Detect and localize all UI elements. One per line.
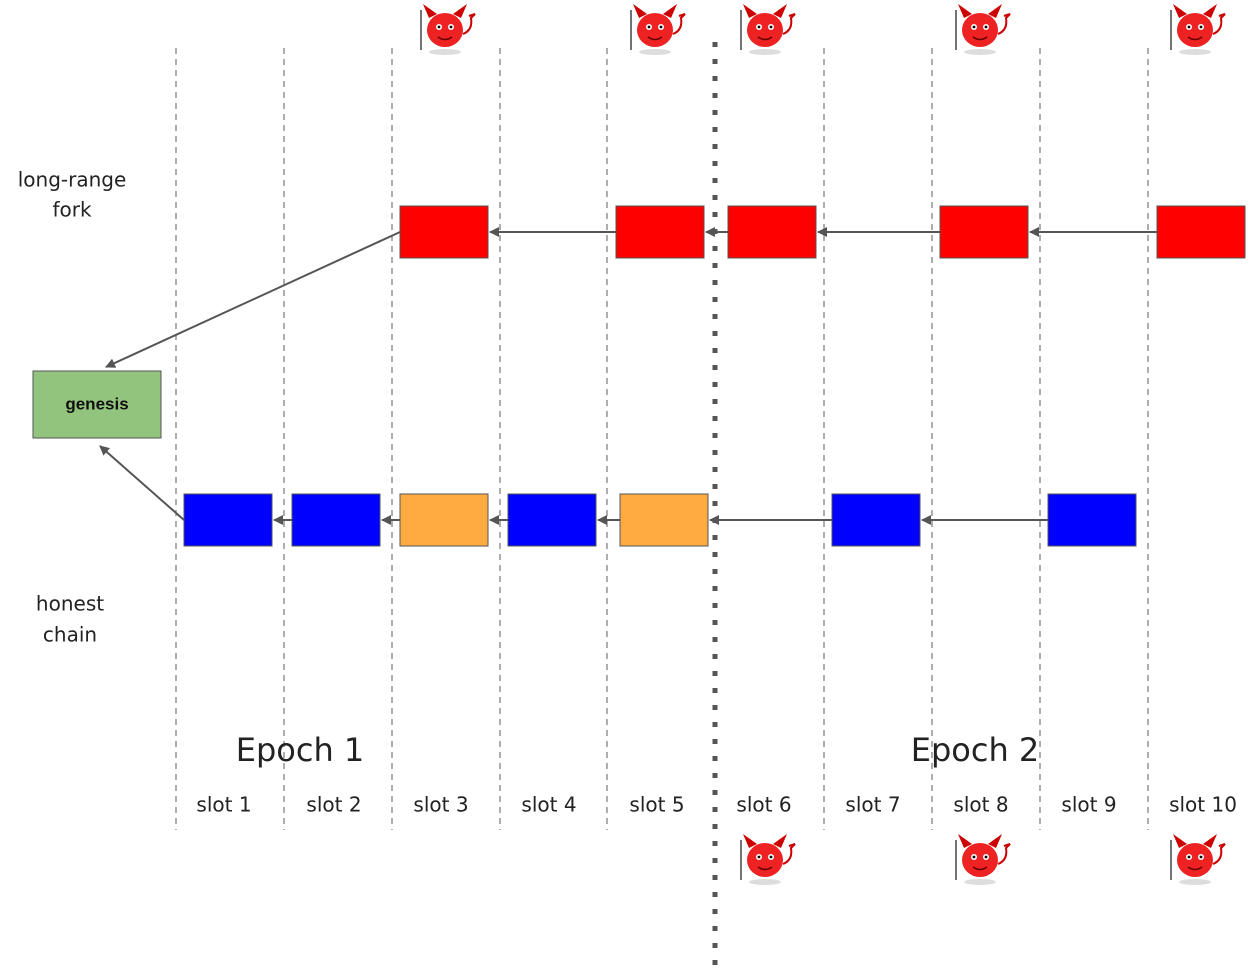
- slot-label: slot 9: [1061, 793, 1116, 817]
- devil-icon: [631, 4, 685, 55]
- block: [616, 206, 704, 258]
- slot-label: slot 6: [736, 793, 791, 817]
- devil-icon: [1171, 834, 1225, 885]
- block: [292, 494, 380, 546]
- devil-icon: [741, 834, 795, 885]
- slot-label: slot 7: [845, 793, 900, 817]
- devil-icon: [741, 4, 795, 55]
- diagram: genesis long-range fork honest chain Epo…: [0, 0, 1250, 969]
- devil-icon: [956, 4, 1010, 55]
- genesis-label: genesis: [65, 394, 128, 413]
- devil-icon: [421, 4, 475, 55]
- slot-label: slot 5: [629, 793, 684, 817]
- fork-label: long-range: [18, 168, 127, 192]
- block: [400, 206, 488, 258]
- devils: [421, 4, 1225, 885]
- block: [400, 494, 488, 546]
- slot-label: slot 3: [413, 793, 468, 817]
- devil-icon: [956, 834, 1010, 885]
- block: [1048, 494, 1136, 546]
- slot-lines: [176, 48, 1148, 830]
- fork-label: fork: [52, 198, 92, 222]
- epoch-label: Epoch 1: [236, 731, 365, 769]
- slot-label: slot 8: [953, 793, 1008, 817]
- slot-label: slot 10: [1169, 793, 1237, 817]
- arrow: [106, 232, 400, 367]
- blocks: [100, 206, 1245, 546]
- slot-labels: slot 1 slot 2 slot 3 slot 4 slot 5 slot 6 slot…: [196, 793, 1237, 817]
- honest-label: chain: [43, 623, 97, 647]
- devil-icon: [1171, 4, 1225, 55]
- epoch-label: Epoch 2: [911, 731, 1040, 769]
- arrow: [100, 446, 184, 520]
- honest-label: honest: [36, 592, 104, 616]
- block: [728, 206, 816, 258]
- block: [832, 494, 920, 546]
- block: [508, 494, 596, 546]
- block: [1157, 206, 1245, 258]
- slot-label: slot 2: [306, 793, 361, 817]
- slot-label: slot 4: [521, 793, 576, 817]
- slot-label: slot 1: [196, 793, 251, 817]
- block: [620, 494, 708, 546]
- block: [940, 206, 1028, 258]
- block: [184, 494, 272, 546]
